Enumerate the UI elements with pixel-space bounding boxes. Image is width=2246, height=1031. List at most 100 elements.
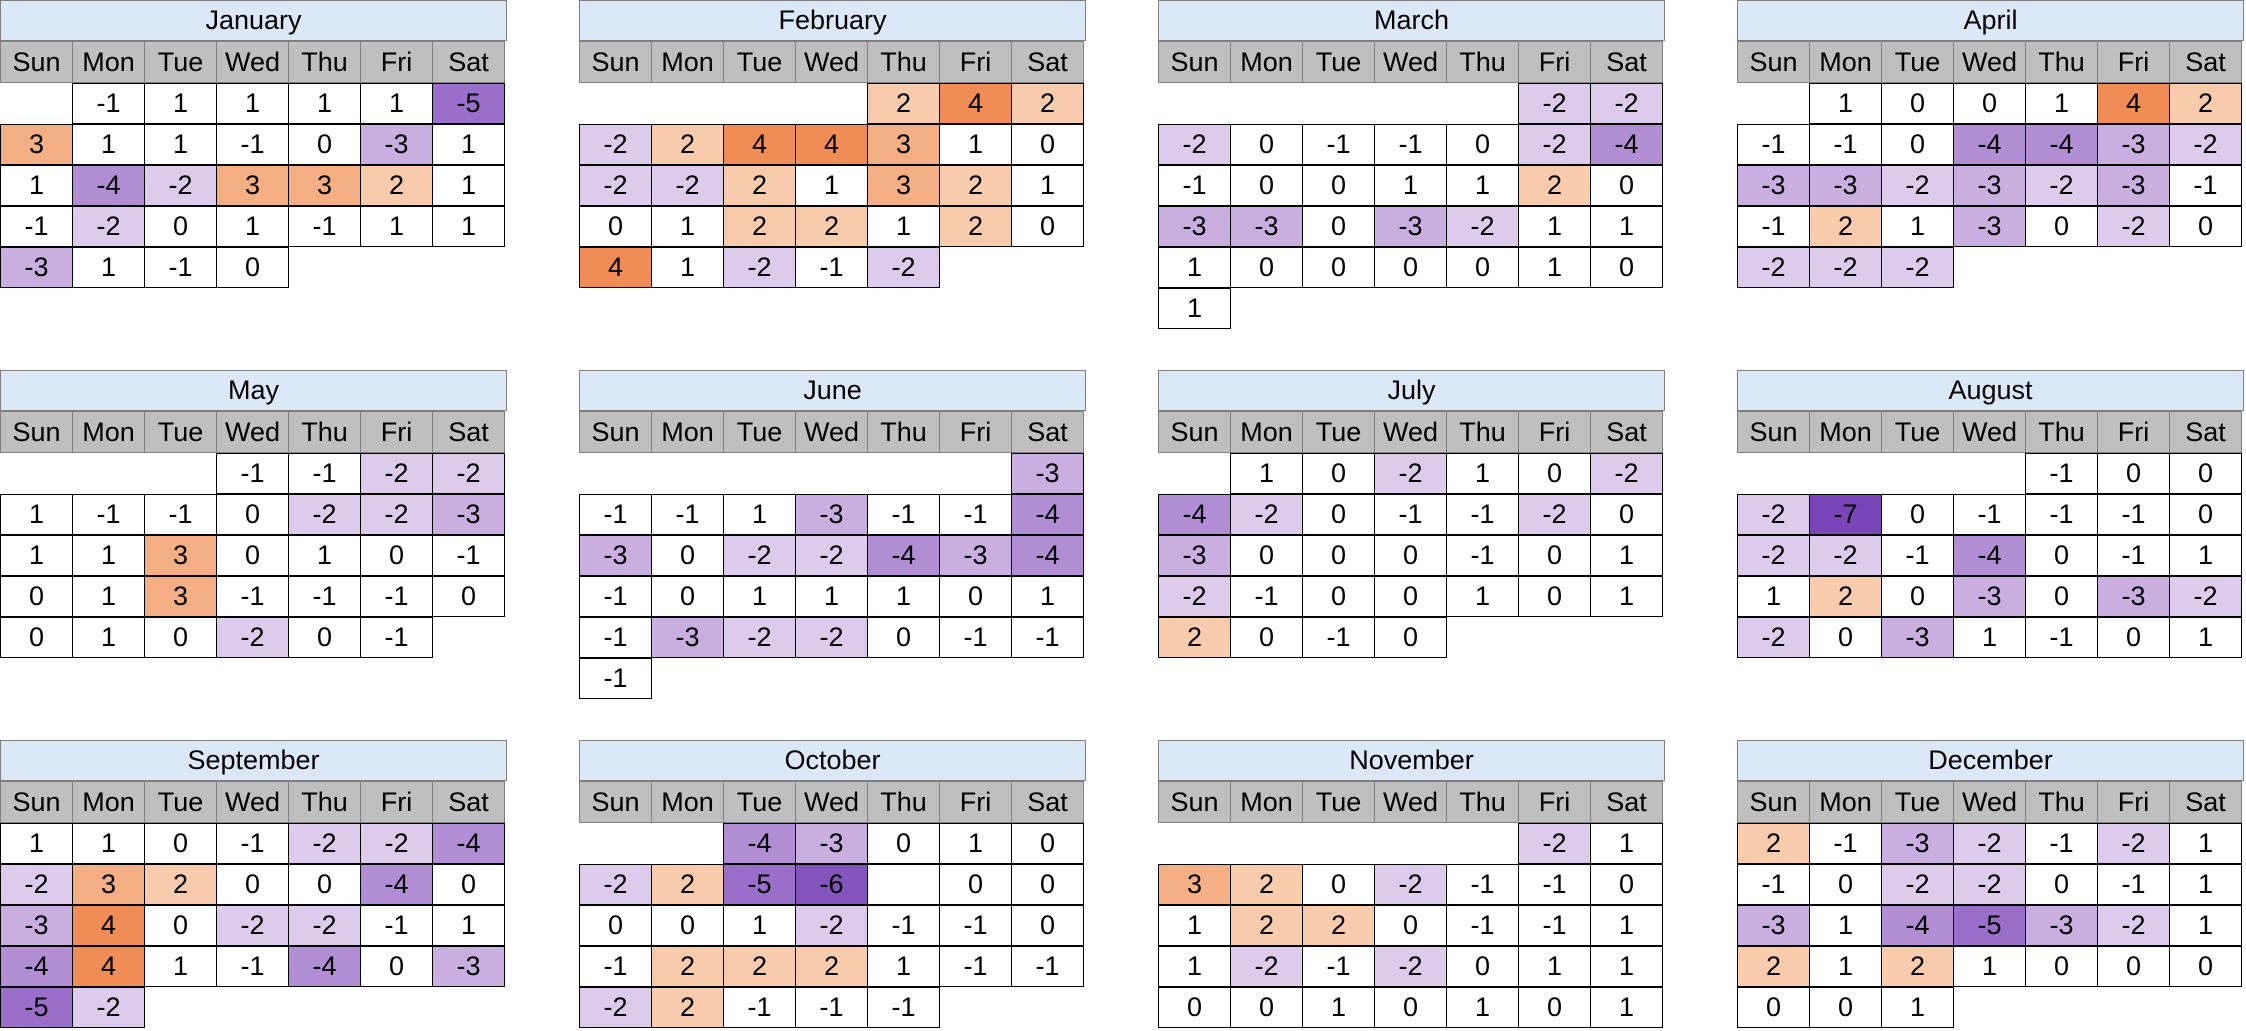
day-cell: 0 bbox=[1230, 247, 1303, 288]
day-cell: -3 bbox=[1881, 617, 1954, 658]
day-cell: 0 bbox=[1011, 124, 1084, 165]
day-cell: -2 bbox=[2025, 165, 2098, 206]
day-cell: -4 bbox=[1158, 494, 1231, 535]
day-cell: 1 bbox=[867, 946, 940, 987]
month-title: November bbox=[1158, 740, 1665, 781]
weekday-header-mon: Mon bbox=[1809, 41, 1882, 83]
day-cell: 1 bbox=[1302, 987, 1375, 1028]
day-cell: 0 bbox=[216, 494, 289, 535]
day-cell: 0 bbox=[1302, 494, 1375, 535]
day-cell: -1 bbox=[1809, 124, 1882, 165]
day-cell: -4 bbox=[432, 823, 505, 864]
day-cell: 0 bbox=[1446, 124, 1519, 165]
weekday-header-thu: Thu bbox=[1446, 411, 1519, 453]
day-cell: -3 bbox=[0, 905, 73, 946]
day-cell: -4 bbox=[0, 946, 73, 987]
day-cell: 0 bbox=[651, 905, 724, 946]
weekday-header-sun: Sun bbox=[579, 781, 652, 823]
weekday-header-tue: Tue bbox=[1881, 781, 1954, 823]
day-cell: -1 bbox=[1446, 905, 1519, 946]
day-cell: 2 bbox=[651, 124, 724, 165]
day-cell: 0 bbox=[1518, 576, 1591, 617]
day-cell: -1 bbox=[939, 946, 1012, 987]
day-cell: -4 bbox=[1881, 905, 1954, 946]
day-cell: 1 bbox=[1590, 206, 1663, 247]
weekday-header-fri: Fri bbox=[939, 411, 1012, 453]
day-cell: -4 bbox=[1011, 535, 1084, 576]
day-cell: -5 bbox=[723, 864, 796, 905]
weekday-header-tue: Tue bbox=[144, 781, 217, 823]
day-cell: 1 bbox=[867, 206, 940, 247]
weekday-header-fri: Fri bbox=[2097, 411, 2170, 453]
day-cell: -2 bbox=[1230, 494, 1303, 535]
day-cell: -1 bbox=[795, 987, 868, 1028]
weekday-header-wed: Wed bbox=[216, 41, 289, 83]
day-cell: -1 bbox=[723, 987, 796, 1028]
day-cell: -2 bbox=[1881, 864, 1954, 905]
day-cell: 1 bbox=[1374, 165, 1447, 206]
day-cell: -2 bbox=[1881, 165, 1954, 206]
day-cell: -4 bbox=[1011, 494, 1084, 535]
day-cell: -1 bbox=[651, 494, 724, 535]
weekday-header-tue: Tue bbox=[1302, 41, 1375, 83]
day-cell: 0 bbox=[216, 247, 289, 288]
day-cell: 0 bbox=[288, 864, 361, 905]
day-cell: 0 bbox=[1302, 535, 1375, 576]
day-cell: 4 bbox=[795, 124, 868, 165]
day-cell: 0 bbox=[360, 535, 433, 576]
day-cell: 0 bbox=[867, 823, 940, 864]
day-cell: 0 bbox=[1011, 864, 1084, 905]
day-cell: 3 bbox=[72, 864, 145, 905]
day-cell: 0 bbox=[1302, 247, 1375, 288]
day-cell: -2 bbox=[1809, 535, 1882, 576]
day-cell: -2 bbox=[867, 247, 940, 288]
day-cell: -3 bbox=[1230, 206, 1303, 247]
day-cell: -2 bbox=[579, 124, 652, 165]
day-cell: 3 bbox=[144, 535, 217, 576]
day-cell: -3 bbox=[651, 617, 724, 658]
day-cell: 0 bbox=[360, 946, 433, 987]
day-cell: 1 bbox=[144, 83, 217, 124]
day-cell: -3 bbox=[360, 124, 433, 165]
weekday-header-tue: Tue bbox=[723, 41, 796, 83]
weekday-header-fri: Fri bbox=[1518, 411, 1591, 453]
day-cell: -1 bbox=[1737, 864, 1810, 905]
day-cell: 1 bbox=[723, 905, 796, 946]
day-cell: 4 bbox=[723, 124, 796, 165]
weekday-header-tue: Tue bbox=[1881, 41, 1954, 83]
day-cell: 0 bbox=[1518, 535, 1591, 576]
day-cell: -1 bbox=[216, 823, 289, 864]
day-cell: 1 bbox=[1158, 905, 1231, 946]
day-cell: -1 bbox=[1302, 617, 1375, 658]
day-cell: -2 bbox=[1953, 823, 2026, 864]
day-cell: 2 bbox=[1230, 864, 1303, 905]
day-cell: 0 bbox=[0, 617, 73, 658]
day-cell: 0 bbox=[1302, 453, 1375, 494]
weekday-header-wed: Wed bbox=[216, 781, 289, 823]
day-cell: -3 bbox=[1158, 206, 1231, 247]
day-cell: -2 bbox=[216, 617, 289, 658]
day-cell: 2 bbox=[1809, 206, 1882, 247]
weekday-header-thu: Thu bbox=[867, 41, 940, 83]
day-cell: -5 bbox=[1953, 905, 2026, 946]
day-cell: 3 bbox=[144, 576, 217, 617]
month-title: June bbox=[579, 370, 1086, 411]
weekday-header-mon: Mon bbox=[72, 41, 145, 83]
day-cell: 1 bbox=[1518, 206, 1591, 247]
day-cell: 1 bbox=[939, 823, 1012, 864]
day-cell: -3 bbox=[2097, 576, 2170, 617]
day-cell: -1 bbox=[0, 206, 73, 247]
day-cell: 1 bbox=[1446, 987, 1519, 1028]
day-cell: 0 bbox=[1230, 165, 1303, 206]
day-cell: -3 bbox=[795, 823, 868, 864]
day-cell: 0 bbox=[1230, 617, 1303, 658]
day-cell: 0 bbox=[1809, 987, 1882, 1028]
day-cell: 0 bbox=[144, 617, 217, 658]
day-cell: 0 bbox=[1881, 494, 1954, 535]
day-cell: 0 bbox=[579, 206, 652, 247]
day-cell: -1 bbox=[360, 617, 433, 658]
day-cell: -3 bbox=[1881, 823, 1954, 864]
weekday-header-thu: Thu bbox=[1446, 781, 1519, 823]
day-cell: -5 bbox=[0, 987, 73, 1028]
day-cell: 2 bbox=[1737, 946, 1810, 987]
